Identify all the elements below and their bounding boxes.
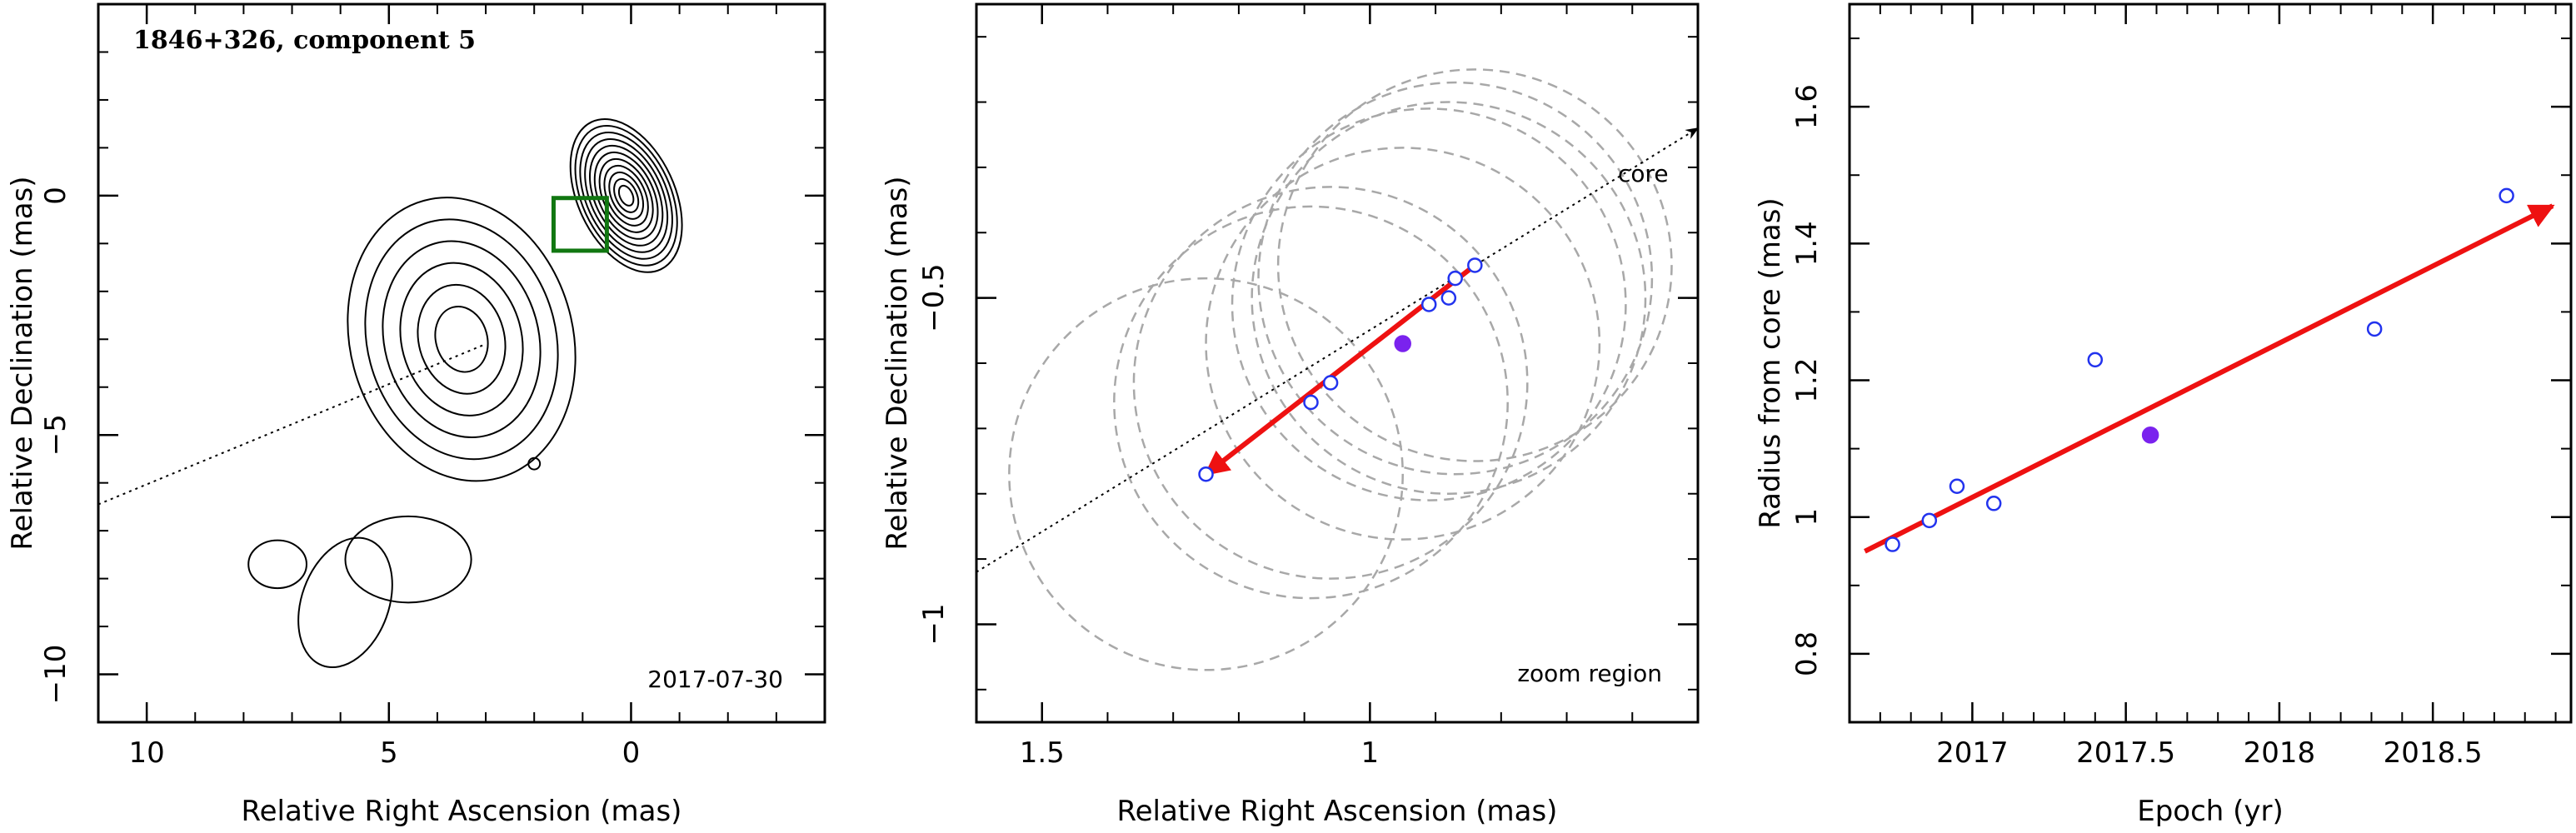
y-tick-label: 1.4 — [1790, 221, 1824, 266]
radius-points — [1885, 187, 2514, 552]
x-tick-label: 2017 — [1936, 736, 2009, 770]
contour-level — [579, 131, 673, 260]
panel1-frame — [97, 2, 826, 724]
open-data-point — [1985, 496, 2002, 511]
y-tick-label: −0.5 — [917, 263, 951, 332]
source-title: 1846+326, component 5 — [133, 26, 476, 55]
open-data-point — [1885, 536, 1900, 552]
open-data-point — [1949, 478, 1965, 495]
gaussian-size-circles — [1008, 68, 1673, 671]
y-axis-title: Relative Declination (mas) — [6, 176, 39, 550]
x-axis-title: Relative Right Ascension (mas) — [242, 795, 682, 828]
fit-arrow — [1864, 203, 2555, 554]
y-tick-label: 1.2 — [1790, 357, 1824, 402]
contour-level — [247, 539, 307, 590]
contour-level — [617, 184, 635, 207]
contour-level — [364, 218, 559, 461]
open-data-point — [1420, 297, 1437, 312]
x-tick-label: 1 — [1361, 736, 1380, 770]
y-tick-label: −1 — [917, 603, 951, 645]
contour-level — [297, 536, 393, 669]
open-data-point — [1322, 375, 1339, 391]
core-label: core — [1618, 160, 1669, 187]
panel2-ticks: 1.5 1 −0.5 −1 — [917, 4, 1699, 770]
open-data-point — [2499, 187, 2514, 204]
filled-data-point — [1394, 335, 1411, 352]
component-size-circle — [1205, 147, 1601, 541]
contour-level — [417, 283, 507, 395]
filled-data-point — [2141, 426, 2159, 444]
contour-level — [382, 240, 542, 439]
panel-zoom-positions: 1.5 1 −0.5 −1 core zoom region Relative Rig… — [881, 2, 1700, 828]
component-points — [1198, 257, 1483, 482]
panel2-frame — [975, 2, 1700, 724]
component-size-circle — [1257, 81, 1654, 476]
contour-level — [399, 262, 524, 416]
contour-level — [434, 306, 489, 373]
x-tick-label: 2017.5 — [2076, 736, 2175, 770]
jet-axis-line — [976, 127, 1700, 573]
component-size-circle — [1276, 68, 1673, 462]
open-data-point — [1447, 270, 1463, 287]
panel-contour-map: 10 5 0 0 −5 −10 1846+326, component 5 2017-07… — [6, 2, 826, 828]
x-axis-title: Relative Right Ascension (mas) — [1117, 795, 1558, 828]
component-size-circle — [1231, 107, 1627, 501]
contour-level — [613, 177, 640, 213]
x-tick-label: 5 — [380, 736, 398, 770]
component-size-circle — [1008, 277, 1404, 671]
contour-level — [598, 157, 654, 233]
contour-level — [569, 117, 683, 273]
component-size-circle — [1132, 186, 1529, 580]
y-axis-title: Radius from core (mas) — [1754, 197, 1787, 528]
contour-level — [527, 456, 542, 471]
y-axis-title: Relative Declination (mas) — [881, 176, 914, 550]
y-tick-label: −10 — [39, 645, 72, 705]
contour-lines — [247, 117, 683, 669]
y-tick-label: −5 — [39, 414, 72, 456]
y-tick-label: 0 — [39, 187, 72, 205]
contour-level — [608, 171, 645, 220]
panel1-ticks: 10 5 0 0 −5 −10 — [39, 3, 826, 770]
open-data-point — [2366, 321, 2383, 337]
component-size-circle — [1113, 205, 1509, 600]
contour-level — [344, 515, 472, 604]
x-tick-label: 2018.5 — [2384, 736, 2483, 770]
open-data-point — [1303, 394, 1319, 411]
contour-level — [574, 124, 678, 267]
zoom-region-box — [551, 196, 609, 253]
x-tick-label: 2018 — [2244, 736, 2316, 770]
y-tick-label: 1.6 — [1790, 84, 1824, 129]
panel3-ticks: 2017 2017.5 2018 2018.5 0.8 1 1.2 1.4 1.6 — [1790, 4, 2571, 770]
epoch-date-label: 2017-07-30 — [647, 666, 783, 693]
x-tick-label: 0 — [622, 736, 641, 770]
contour-level — [588, 144, 664, 247]
x-tick-label: 1.5 — [1020, 736, 1065, 770]
open-data-point — [1921, 512, 1938, 529]
contour-level — [593, 151, 659, 240]
component-size-circle — [1251, 101, 1647, 495]
contour-level — [584, 137, 669, 253]
x-tick-label: 10 — [129, 736, 165, 770]
panel3-frame — [1848, 2, 2573, 724]
contour-level — [347, 197, 577, 482]
open-data-point — [1467, 257, 1483, 273]
open-data-point — [2087, 352, 2104, 368]
motion-arrow — [1204, 263, 1477, 476]
contour-level — [603, 164, 649, 227]
open-data-point — [1198, 466, 1214, 482]
panel-radius-vs-epoch: 2017 2017.5 2018 2018.5 0.8 1 1.2 1.4 1.6 Epoch … — [1754, 2, 2573, 828]
y-tick-label: 1 — [1790, 508, 1824, 526]
x-axis-title: Epoch (yr) — [2137, 795, 2284, 828]
jet-axis-line — [97, 343, 487, 506]
open-data-point — [1440, 290, 1457, 306]
y-tick-label: 0.8 — [1790, 631, 1824, 676]
zoom-region-label: zoom region — [1517, 660, 1662, 687]
